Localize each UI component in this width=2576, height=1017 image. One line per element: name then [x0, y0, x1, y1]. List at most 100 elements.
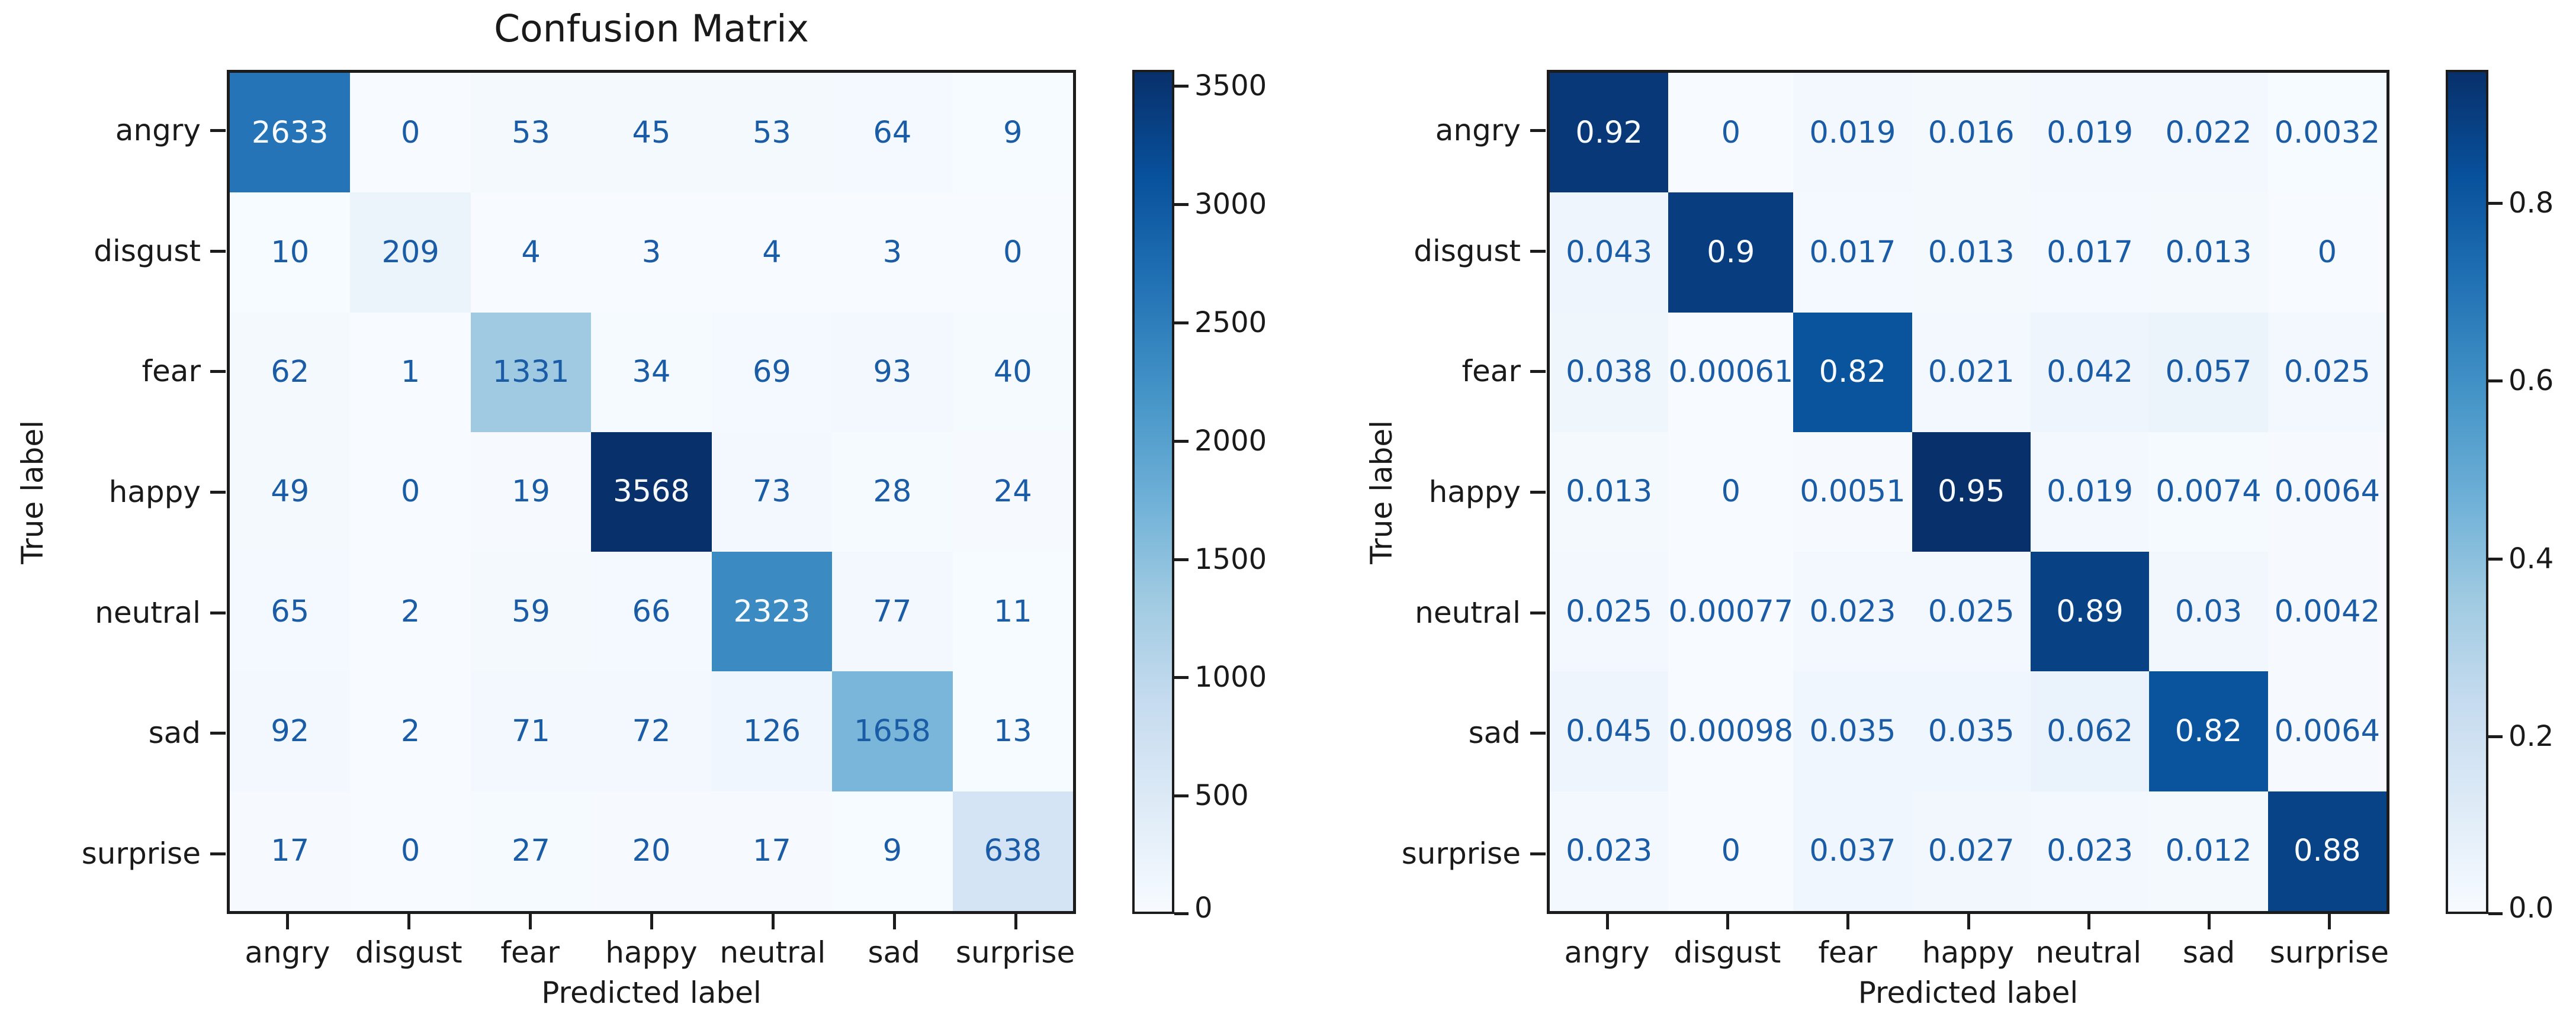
tick-mark: [210, 370, 226, 374]
y-tick-label: happy: [1428, 475, 1521, 509]
matrix-cell: 0.062: [2030, 671, 2150, 791]
matrix-cell: 20: [591, 791, 712, 911]
matrix-cell: 49: [230, 432, 351, 552]
colorbar-tick-label: 1000: [1194, 661, 1267, 694]
matrix-cell: 53: [711, 73, 833, 193]
matrix-cell: 0: [952, 192, 1073, 313]
matrix-cell: 0: [1668, 432, 1794, 552]
matrix-cell: 0: [350, 432, 471, 552]
tick-mark: [210, 491, 226, 494]
matrix-cell: 0: [350, 73, 471, 193]
matrix-cell: 77: [832, 552, 953, 672]
tick-mark: [1014, 914, 1017, 929]
matrix-cell: 0.00077: [1668, 552, 1794, 672]
matrix-cell: 3: [832, 192, 953, 313]
matrix-cell: 19: [470, 432, 592, 552]
matrix-cell: 2633: [230, 73, 351, 193]
tick-mark: [1530, 611, 1546, 614]
tick-mark: [407, 914, 411, 929]
matrix-cell: 0.025: [1912, 552, 2031, 672]
matrix-cell: 11: [952, 552, 1073, 672]
matrix-cell: 9: [832, 791, 953, 911]
x-tick-label: neutral: [720, 935, 826, 970]
matrix-cell: 28: [832, 432, 953, 552]
tick-mark: [892, 914, 896, 929]
colorbar-tick-label: 0.8: [2508, 186, 2554, 220]
y-tick-label: sad: [148, 716, 201, 751]
matrix-cell: 0.9: [1668, 192, 1794, 313]
tick-mark: [2328, 914, 2331, 929]
y-tick-label: surprise: [1401, 836, 1521, 871]
colorbar-tick-mark: [2488, 557, 2503, 561]
matrix-cell: 1331: [470, 312, 592, 432]
tick-mark: [210, 732, 226, 735]
matrix-cell: 0.82: [2149, 671, 2268, 791]
matrix-cell: 0.057: [2149, 312, 2268, 432]
matrix-cell: 0.025: [1550, 552, 1669, 672]
matrix-cell: 69: [711, 312, 833, 432]
matrix-cell: 0.019: [2030, 73, 2150, 193]
colorbar-tick-mark: [1174, 794, 1189, 798]
colorbar-tick-mark: [2488, 379, 2503, 383]
matrix-cell: 4: [711, 192, 833, 313]
matrix-cell: 1658: [832, 671, 953, 791]
matrix-cell: 0: [350, 791, 471, 911]
matrix-cell: 0.00098: [1668, 671, 1794, 791]
matrix-cell: 65: [230, 552, 351, 672]
tick-mark: [210, 852, 226, 856]
tick-mark: [1530, 852, 1546, 856]
matrix-cell: 0.00061: [1668, 312, 1794, 432]
y-tick-label: happy: [108, 475, 201, 509]
matrix-cell: 0.037: [1793, 791, 1912, 911]
matrix-cell: 0.013: [1912, 192, 2031, 313]
tick-mark: [2208, 914, 2211, 929]
matrix-cell: 0.012: [2149, 791, 2268, 911]
tick-mark: [210, 128, 226, 132]
matrix-cell: 0: [1668, 791, 1794, 911]
matrix-cell: 9: [952, 73, 1073, 193]
y-tick-label: sad: [1468, 716, 1521, 751]
tick-mark: [1530, 128, 1546, 132]
matrix-cell: 62: [230, 312, 351, 432]
matrix-cell: 0.0074: [2149, 432, 2268, 552]
matrix-cell: 0.88: [2267, 791, 2387, 911]
left-colorbar: [1132, 70, 1174, 914]
x-tick-label: neutral: [2035, 935, 2142, 970]
matrix-cell: 0.023: [2030, 791, 2150, 911]
tick-mark: [650, 914, 653, 929]
matrix-cell: 2323: [711, 552, 833, 672]
matrix-cell: 0.0032: [2267, 73, 2387, 193]
colorbar-tick-mark: [1174, 85, 1189, 88]
x-tick-label: fear: [1818, 935, 1877, 970]
matrix-cell: 0.042: [2030, 312, 2150, 432]
matrix-cell: 0.035: [1793, 671, 1912, 791]
matrix-cell: 0.023: [1793, 552, 1912, 672]
colorbar-tick-mark: [1174, 676, 1189, 680]
x-tick-label: surprise: [2269, 935, 2389, 970]
matrix-cell: 17: [711, 791, 833, 911]
matrix-cell: 0.0042: [2267, 552, 2387, 672]
matrix-cell: 73: [711, 432, 833, 552]
x-tick-label: fear: [500, 935, 560, 970]
x-tick-label: disgust: [355, 935, 462, 970]
colorbar-tick-label: 500: [1194, 779, 1249, 813]
matrix-cell: 0.038: [1550, 312, 1669, 432]
matrix-cell: 0.92: [1550, 73, 1669, 193]
y-tick-label: neutral: [1415, 595, 1521, 630]
matrix-cell: 3: [591, 192, 712, 313]
colorbar-tick-label: 3500: [1194, 69, 1267, 103]
colorbar-tick-label: 0.6: [2508, 364, 2554, 398]
tick-mark: [2087, 914, 2090, 929]
colorbar-tick-label: 0: [1194, 892, 1213, 925]
x-tick-label: surprise: [955, 935, 1075, 970]
tick-mark: [1530, 491, 1546, 494]
matrix-cell: 0: [2267, 192, 2387, 313]
matrix-cell: 71: [470, 671, 592, 791]
x-tick-label: sad: [2182, 935, 2235, 970]
tick-mark: [1967, 914, 1970, 929]
matrix-cell: 0.019: [2030, 432, 2150, 552]
colorbar-tick-mark: [1174, 321, 1189, 324]
tick-mark: [529, 914, 532, 929]
colorbar-tick-label: 0.2: [2508, 719, 2554, 753]
colorbar-tick-label: 1500: [1194, 542, 1267, 576]
